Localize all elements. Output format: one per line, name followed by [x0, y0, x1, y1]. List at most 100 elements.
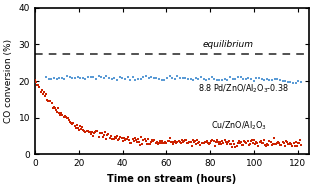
Point [143, 139, 148, 143]
Point [38, 90, 43, 93]
Point [204, 79, 209, 82]
Point [222, 77, 227, 80]
Point [92, 132, 97, 135]
Point [287, 142, 292, 145]
Point [33, 78, 38, 81]
Point [157, 139, 162, 142]
Point [251, 79, 256, 82]
Point [94, 130, 99, 133]
Point [78, 76, 83, 79]
Point [252, 138, 257, 141]
Point [233, 145, 238, 148]
Point [172, 77, 177, 80]
Point [225, 140, 230, 143]
Point [196, 77, 201, 80]
Text: equilibrium: equilibrium [202, 40, 253, 49]
Text: 8.8 Pd/ZnO/Al$_2$O$_3$-0.38: 8.8 Pd/ZnO/Al$_2$O$_3$-0.38 [198, 83, 289, 95]
Point [41, 90, 46, 93]
Point [259, 77, 264, 80]
Point [207, 77, 212, 80]
Point [131, 139, 136, 142]
Point [262, 78, 267, 81]
Point [291, 141, 296, 144]
Point [154, 76, 159, 79]
Point [43, 94, 48, 97]
Point [49, 102, 54, 105]
Point [86, 131, 91, 134]
Point [288, 81, 293, 84]
Point [270, 143, 275, 146]
Point [249, 78, 254, 81]
Point [289, 143, 294, 146]
Point [198, 76, 203, 79]
Point [72, 76, 77, 79]
Point [266, 144, 271, 147]
Point [230, 77, 235, 80]
Point [187, 140, 192, 143]
Point [213, 140, 218, 143]
Point [44, 76, 49, 79]
Point [70, 77, 75, 80]
Point [50, 107, 55, 110]
Point [149, 76, 154, 79]
Point [285, 140, 290, 143]
Point [196, 142, 201, 145]
Point [99, 76, 104, 79]
Point [82, 130, 87, 133]
Point [221, 141, 226, 144]
Point [277, 141, 282, 144]
Point [184, 138, 189, 141]
Point [241, 78, 246, 81]
Point [279, 144, 284, 147]
Point [263, 144, 268, 147]
Point [182, 138, 187, 141]
Point [134, 140, 139, 143]
Point [149, 141, 154, 144]
Point [265, 143, 270, 146]
Point [36, 83, 41, 86]
Point [192, 139, 198, 142]
Point [253, 143, 258, 146]
Point [48, 100, 53, 103]
Point [49, 77, 54, 80]
Point [150, 139, 155, 142]
Point [47, 100, 52, 103]
Point [122, 139, 127, 142]
Point [74, 124, 79, 127]
Point [203, 141, 208, 144]
Point [185, 141, 190, 144]
Point [261, 139, 266, 142]
Point [228, 142, 233, 145]
Point [46, 78, 51, 81]
Point [175, 75, 180, 78]
Point [159, 78, 164, 81]
Point [132, 137, 137, 140]
Point [78, 125, 83, 128]
Point [220, 78, 225, 81]
Point [282, 145, 287, 148]
Point [142, 138, 147, 141]
Point [242, 140, 247, 143]
Point [219, 142, 224, 145]
Point [217, 78, 222, 81]
Point [245, 139, 250, 142]
Point [99, 132, 104, 135]
Point [267, 139, 272, 142]
Point [206, 142, 211, 145]
Point [222, 139, 227, 142]
Point [54, 78, 59, 81]
Point [67, 119, 72, 122]
Point [254, 141, 259, 144]
Point [40, 92, 45, 95]
Point [75, 75, 80, 78]
Point [123, 137, 128, 140]
Point [69, 121, 74, 124]
Point [272, 77, 277, 80]
Point [246, 77, 251, 80]
Point [68, 121, 73, 124]
Point [215, 141, 220, 144]
Point [107, 136, 112, 139]
Point [212, 144, 217, 147]
Point [83, 77, 88, 80]
Point [81, 128, 86, 131]
